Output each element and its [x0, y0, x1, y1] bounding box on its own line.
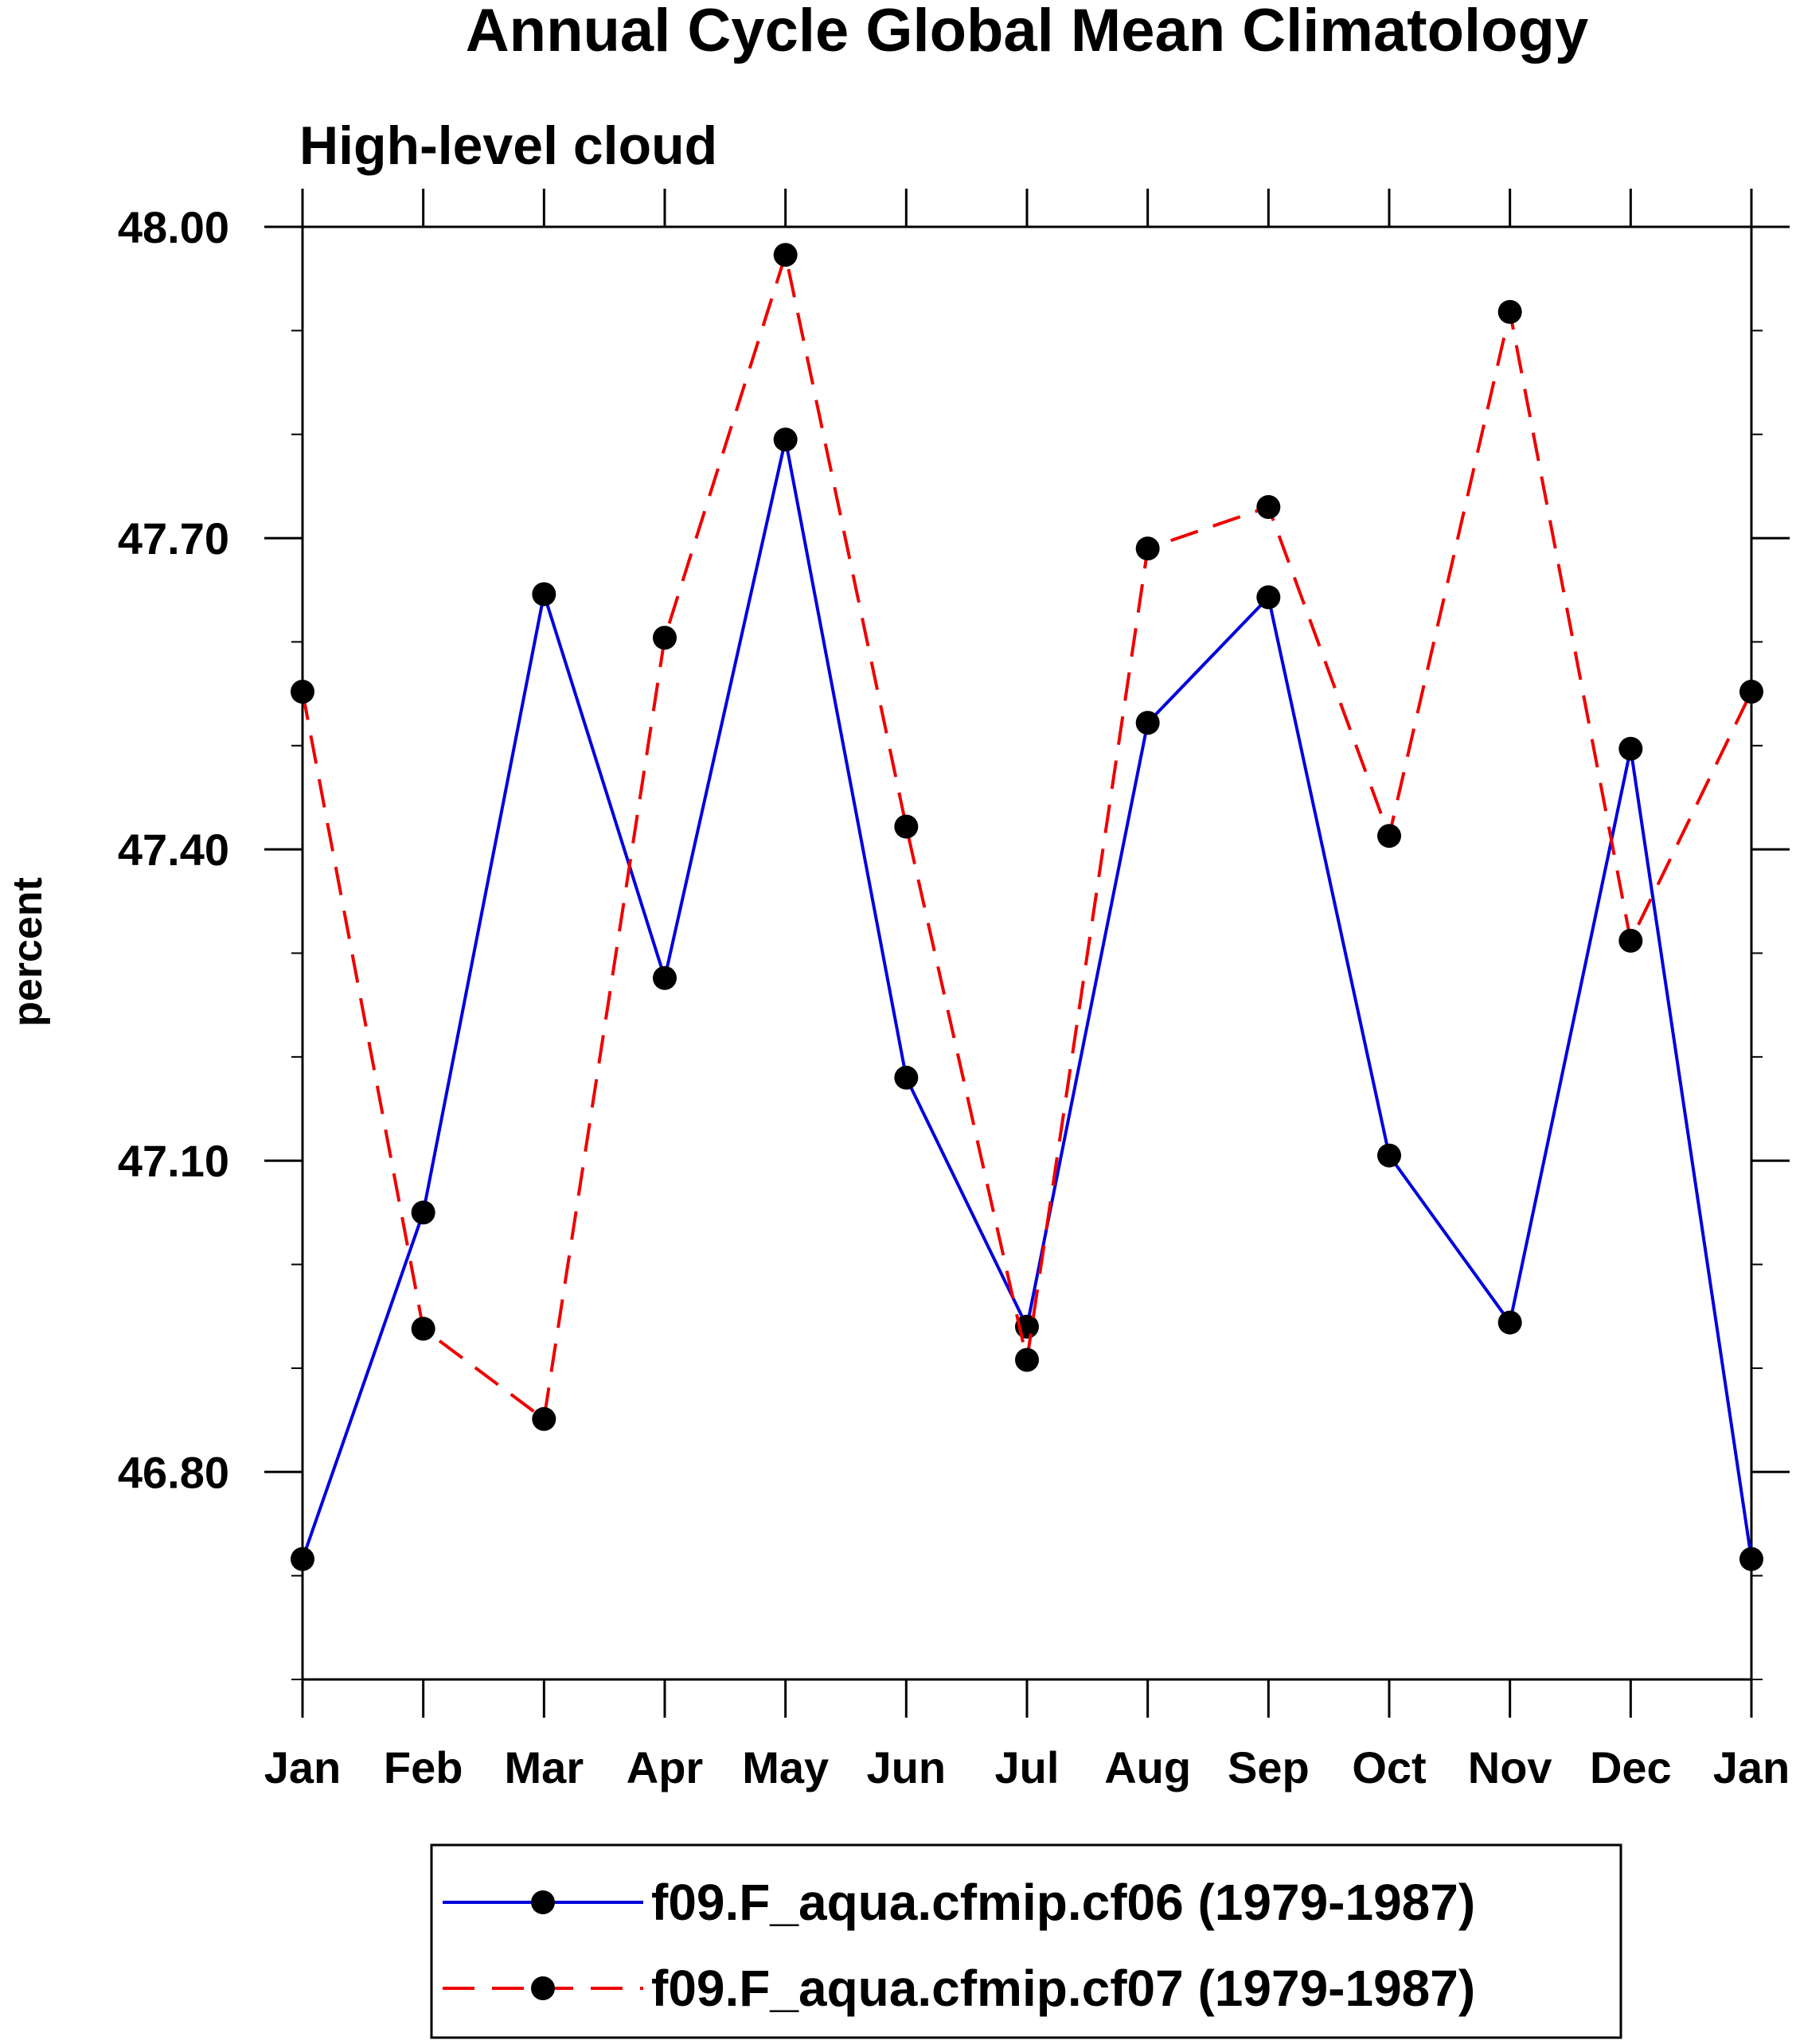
chart-subtitle: High-level cloud: [299, 115, 717, 176]
y-tick-label: 48.00: [118, 202, 229, 252]
series-2-marker: [653, 626, 677, 650]
y-tick-label: 47.70: [118, 513, 229, 564]
legend-marker-1: [531, 1890, 555, 1914]
x-tick-label: Feb: [384, 1742, 463, 1792]
y-axis-label: percent: [5, 877, 51, 1027]
legend-marker-2: [531, 1976, 555, 2000]
series-2-marker: [291, 680, 314, 704]
x-tick-label: Sep: [1228, 1742, 1310, 1792]
y-tick-label: 47.40: [118, 825, 229, 875]
series-1-marker: [653, 965, 677, 990]
series-1-marker: [1497, 1310, 1522, 1335]
series-2-marker: [773, 243, 798, 267]
legend: f09.F_aqua.cfmip.cf06 (1979-1987) f09.F_a…: [430, 1843, 1622, 2039]
legend-box: [430, 1843, 1622, 2039]
y-tick-label: 46.80: [118, 1447, 229, 1497]
series-2-marker: [1497, 299, 1522, 324]
x-tick-label: Jul: [995, 1742, 1060, 1792]
series-1-marker: [773, 427, 798, 452]
series-2-marker: [1135, 536, 1160, 561]
x-tick-label: Mar: [505, 1742, 584, 1792]
x-tick-label: May: [742, 1742, 829, 1792]
x-tick-label: Dec: [1590, 1742, 1672, 1792]
chart-title: Annual Cycle Global Mean Climatology: [466, 0, 1588, 64]
series-1-marker: [1256, 585, 1281, 610]
legend-label-2: f09.F_aqua.cfmip.cf07 (1979-1987): [651, 1960, 1475, 2017]
series-1-marker: [532, 582, 556, 607]
series-2-marker: [1377, 824, 1401, 848]
x-tick-label: Jun: [867, 1742, 947, 1792]
series-2-marker: [532, 1406, 556, 1431]
series-1-marker: [1618, 736, 1643, 761]
legend-label-1: f09.F_aqua.cfmip.cf06 (1979-1987): [651, 1874, 1475, 1931]
series-line-1: [301, 439, 1753, 1560]
series-1-marker: [411, 1200, 435, 1225]
x-tick-label: Oct: [1352, 1742, 1426, 1792]
x-tick-label: Aug: [1104, 1742, 1191, 1792]
plot-area: Jan Feb Mar Apr May Jun Jul Aug Sep Oct Nov Dec Jan 4…: [118, 189, 1790, 1792]
x-tick-label: Nov: [1468, 1742, 1552, 1792]
x-tick-label: Apr: [627, 1742, 703, 1792]
x-tick-label: Jan: [1713, 1742, 1790, 1792]
series-2-marker: [1256, 494, 1281, 519]
series-2-marker: [1739, 680, 1763, 704]
series-1-marker: [1135, 711, 1160, 735]
series-2-marker: [1015, 1348, 1039, 1372]
y-tick-label: 47.10: [118, 1136, 229, 1186]
series-1-marker: [1377, 1143, 1401, 1168]
series-1-marker: [894, 1065, 919, 1090]
series-2-marker: [411, 1317, 435, 1341]
series-2-marker: [894, 814, 919, 839]
series-line-2: [301, 248, 1753, 1422]
series-1-marker: [291, 1547, 314, 1571]
x-tick-label: Jan: [264, 1742, 342, 1792]
series-1-marker: [1739, 1547, 1763, 1571]
series-2-marker: [1618, 928, 1643, 953]
